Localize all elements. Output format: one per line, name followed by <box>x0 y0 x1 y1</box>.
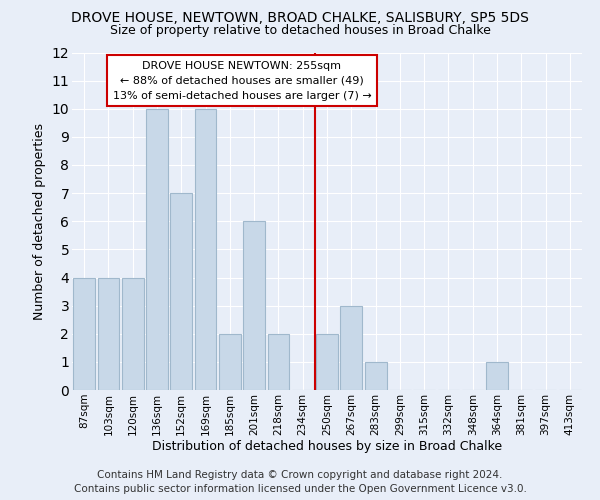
Bar <box>146 109 168 390</box>
Bar <box>316 334 338 390</box>
Bar <box>122 278 143 390</box>
Bar <box>486 362 508 390</box>
Bar <box>268 334 289 390</box>
Bar <box>219 334 241 390</box>
X-axis label: Distribution of detached houses by size in Broad Chalke: Distribution of detached houses by size … <box>152 440 502 454</box>
Text: DROVE HOUSE NEWTOWN: 255sqm
← 88% of detached houses are smaller (49)
13% of sem: DROVE HOUSE NEWTOWN: 255sqm ← 88% of det… <box>113 61 371 100</box>
Bar <box>340 306 362 390</box>
Bar <box>73 278 95 390</box>
Bar <box>365 362 386 390</box>
Text: DROVE HOUSE, NEWTOWN, BROAD CHALKE, SALISBURY, SP5 5DS: DROVE HOUSE, NEWTOWN, BROAD CHALKE, SALI… <box>71 11 529 25</box>
Text: Size of property relative to detached houses in Broad Chalke: Size of property relative to detached ho… <box>110 24 490 37</box>
Bar <box>97 278 119 390</box>
Bar <box>194 109 217 390</box>
Y-axis label: Number of detached properties: Number of detached properties <box>33 122 46 320</box>
Text: Contains HM Land Registry data © Crown copyright and database right 2024.
Contai: Contains HM Land Registry data © Crown c… <box>74 470 526 494</box>
Bar <box>243 221 265 390</box>
Bar <box>170 193 192 390</box>
